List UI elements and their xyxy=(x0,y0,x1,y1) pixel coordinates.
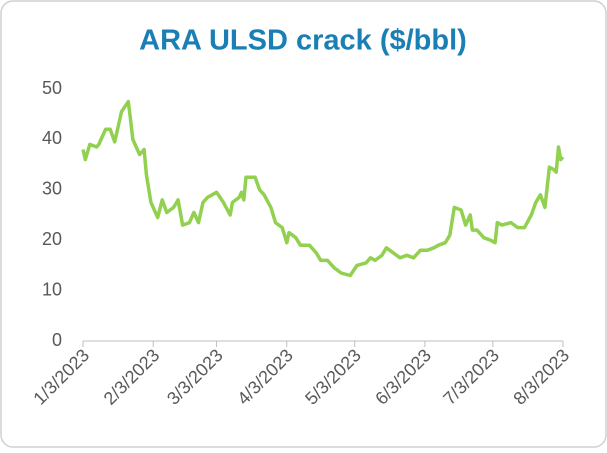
y-tick-label: 40 xyxy=(42,128,62,148)
y-tick-label: 50 xyxy=(42,78,62,98)
y-tick-label: 30 xyxy=(42,179,62,199)
data-line xyxy=(81,99,565,278)
chart-title: ARA ULSD crack ($/bbl) xyxy=(139,25,467,57)
y-tick-label: 20 xyxy=(42,229,62,249)
y-tick-label: 0 xyxy=(52,330,62,350)
y-tick-label: 10 xyxy=(42,279,62,299)
